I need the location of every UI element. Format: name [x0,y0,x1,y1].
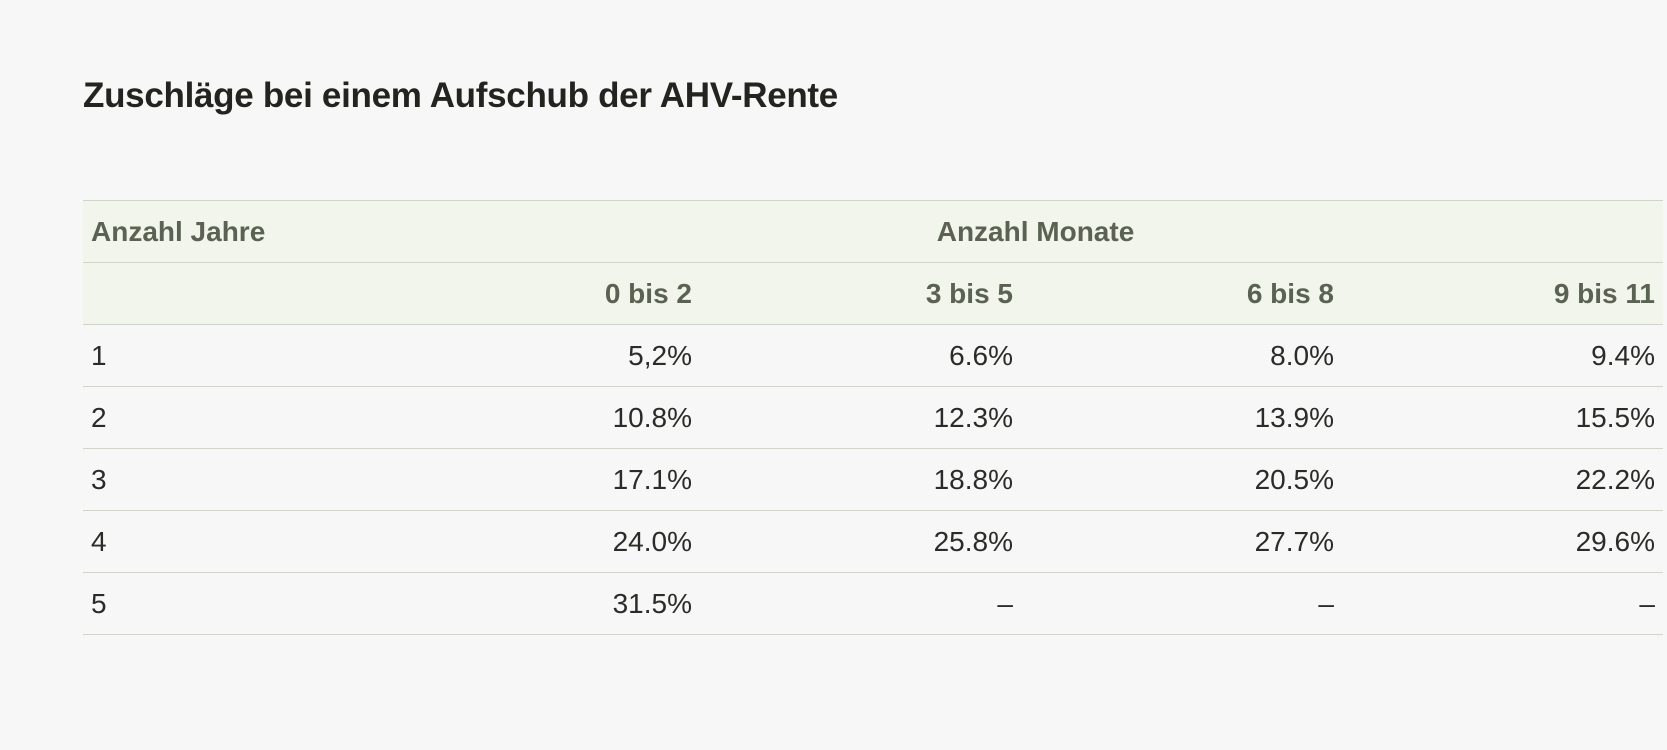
value-cell: 5,2% [408,324,700,387]
header-row-groups: Anzahl Jahre Anzahl Monate [83,200,1663,263]
surcharge-table-container: Anzahl Jahre Anzahl Monate 0 bis 2 3 bis… [83,200,1663,635]
year-cell: 3 [83,448,408,511]
surcharge-table: Anzahl Jahre Anzahl Monate 0 bis 2 3 bis… [83,200,1663,635]
value-cell: 17.1% [408,448,700,511]
value-cell: 12.3% [700,386,1021,449]
value-cell: 18.8% [700,448,1021,511]
value-cell: 15.5% [1342,386,1663,449]
table-header: Anzahl Jahre Anzahl Monate 0 bis 2 3 bis… [83,200,1663,325]
table-row: 3 17.1% 18.8% 20.5% 22.2% [83,448,1663,511]
table-row: 5 31.5% – – – [83,572,1663,635]
header-month-range: 0 bis 2 [408,262,700,325]
table-row: 1 5,2% 6.6% 8.0% 9.4% [83,324,1663,387]
value-cell: 20.5% [1021,448,1342,511]
header-empty-cell [83,262,408,325]
year-cell: 5 [83,572,408,635]
page-title: Zuschläge bei einem Aufschub der AHV-Ren… [83,76,838,115]
value-cell: 9.4% [1342,324,1663,387]
header-month-range: 3 bis 5 [700,262,1021,325]
value-cell: 13.9% [1021,386,1342,449]
value-cell: 31.5% [408,572,700,635]
value-cell: – [700,572,1021,635]
value-cell: 6.6% [700,324,1021,387]
table-row: 2 10.8% 12.3% 13.9% 15.5% [83,386,1663,449]
value-cell: 22.2% [1342,448,1663,511]
value-cell: 29.6% [1342,510,1663,573]
value-cell: 8.0% [1021,324,1342,387]
table-body: 1 5,2% 6.6% 8.0% 9.4% 2 10.8% 12.3% 13.9… [83,324,1663,635]
value-cell: – [1342,572,1663,635]
header-month-range: 9 bis 11 [1342,262,1663,325]
year-cell: 1 [83,324,408,387]
header-month-range: 6 bis 8 [1021,262,1342,325]
header-years: Anzahl Jahre [83,200,408,263]
value-cell: 24.0% [408,510,700,573]
table-row: 4 24.0% 25.8% 27.7% 29.6% [83,510,1663,573]
year-cell: 4 [83,510,408,573]
value-cell: – [1021,572,1342,635]
value-cell: 25.8% [700,510,1021,573]
value-cell: 27.7% [1021,510,1342,573]
value-cell: 10.8% [408,386,700,449]
year-cell: 2 [83,386,408,449]
header-row-columns: 0 bis 2 3 bis 5 6 bis 8 9 bis 11 [83,262,1663,325]
header-months: Anzahl Monate [408,200,1663,263]
